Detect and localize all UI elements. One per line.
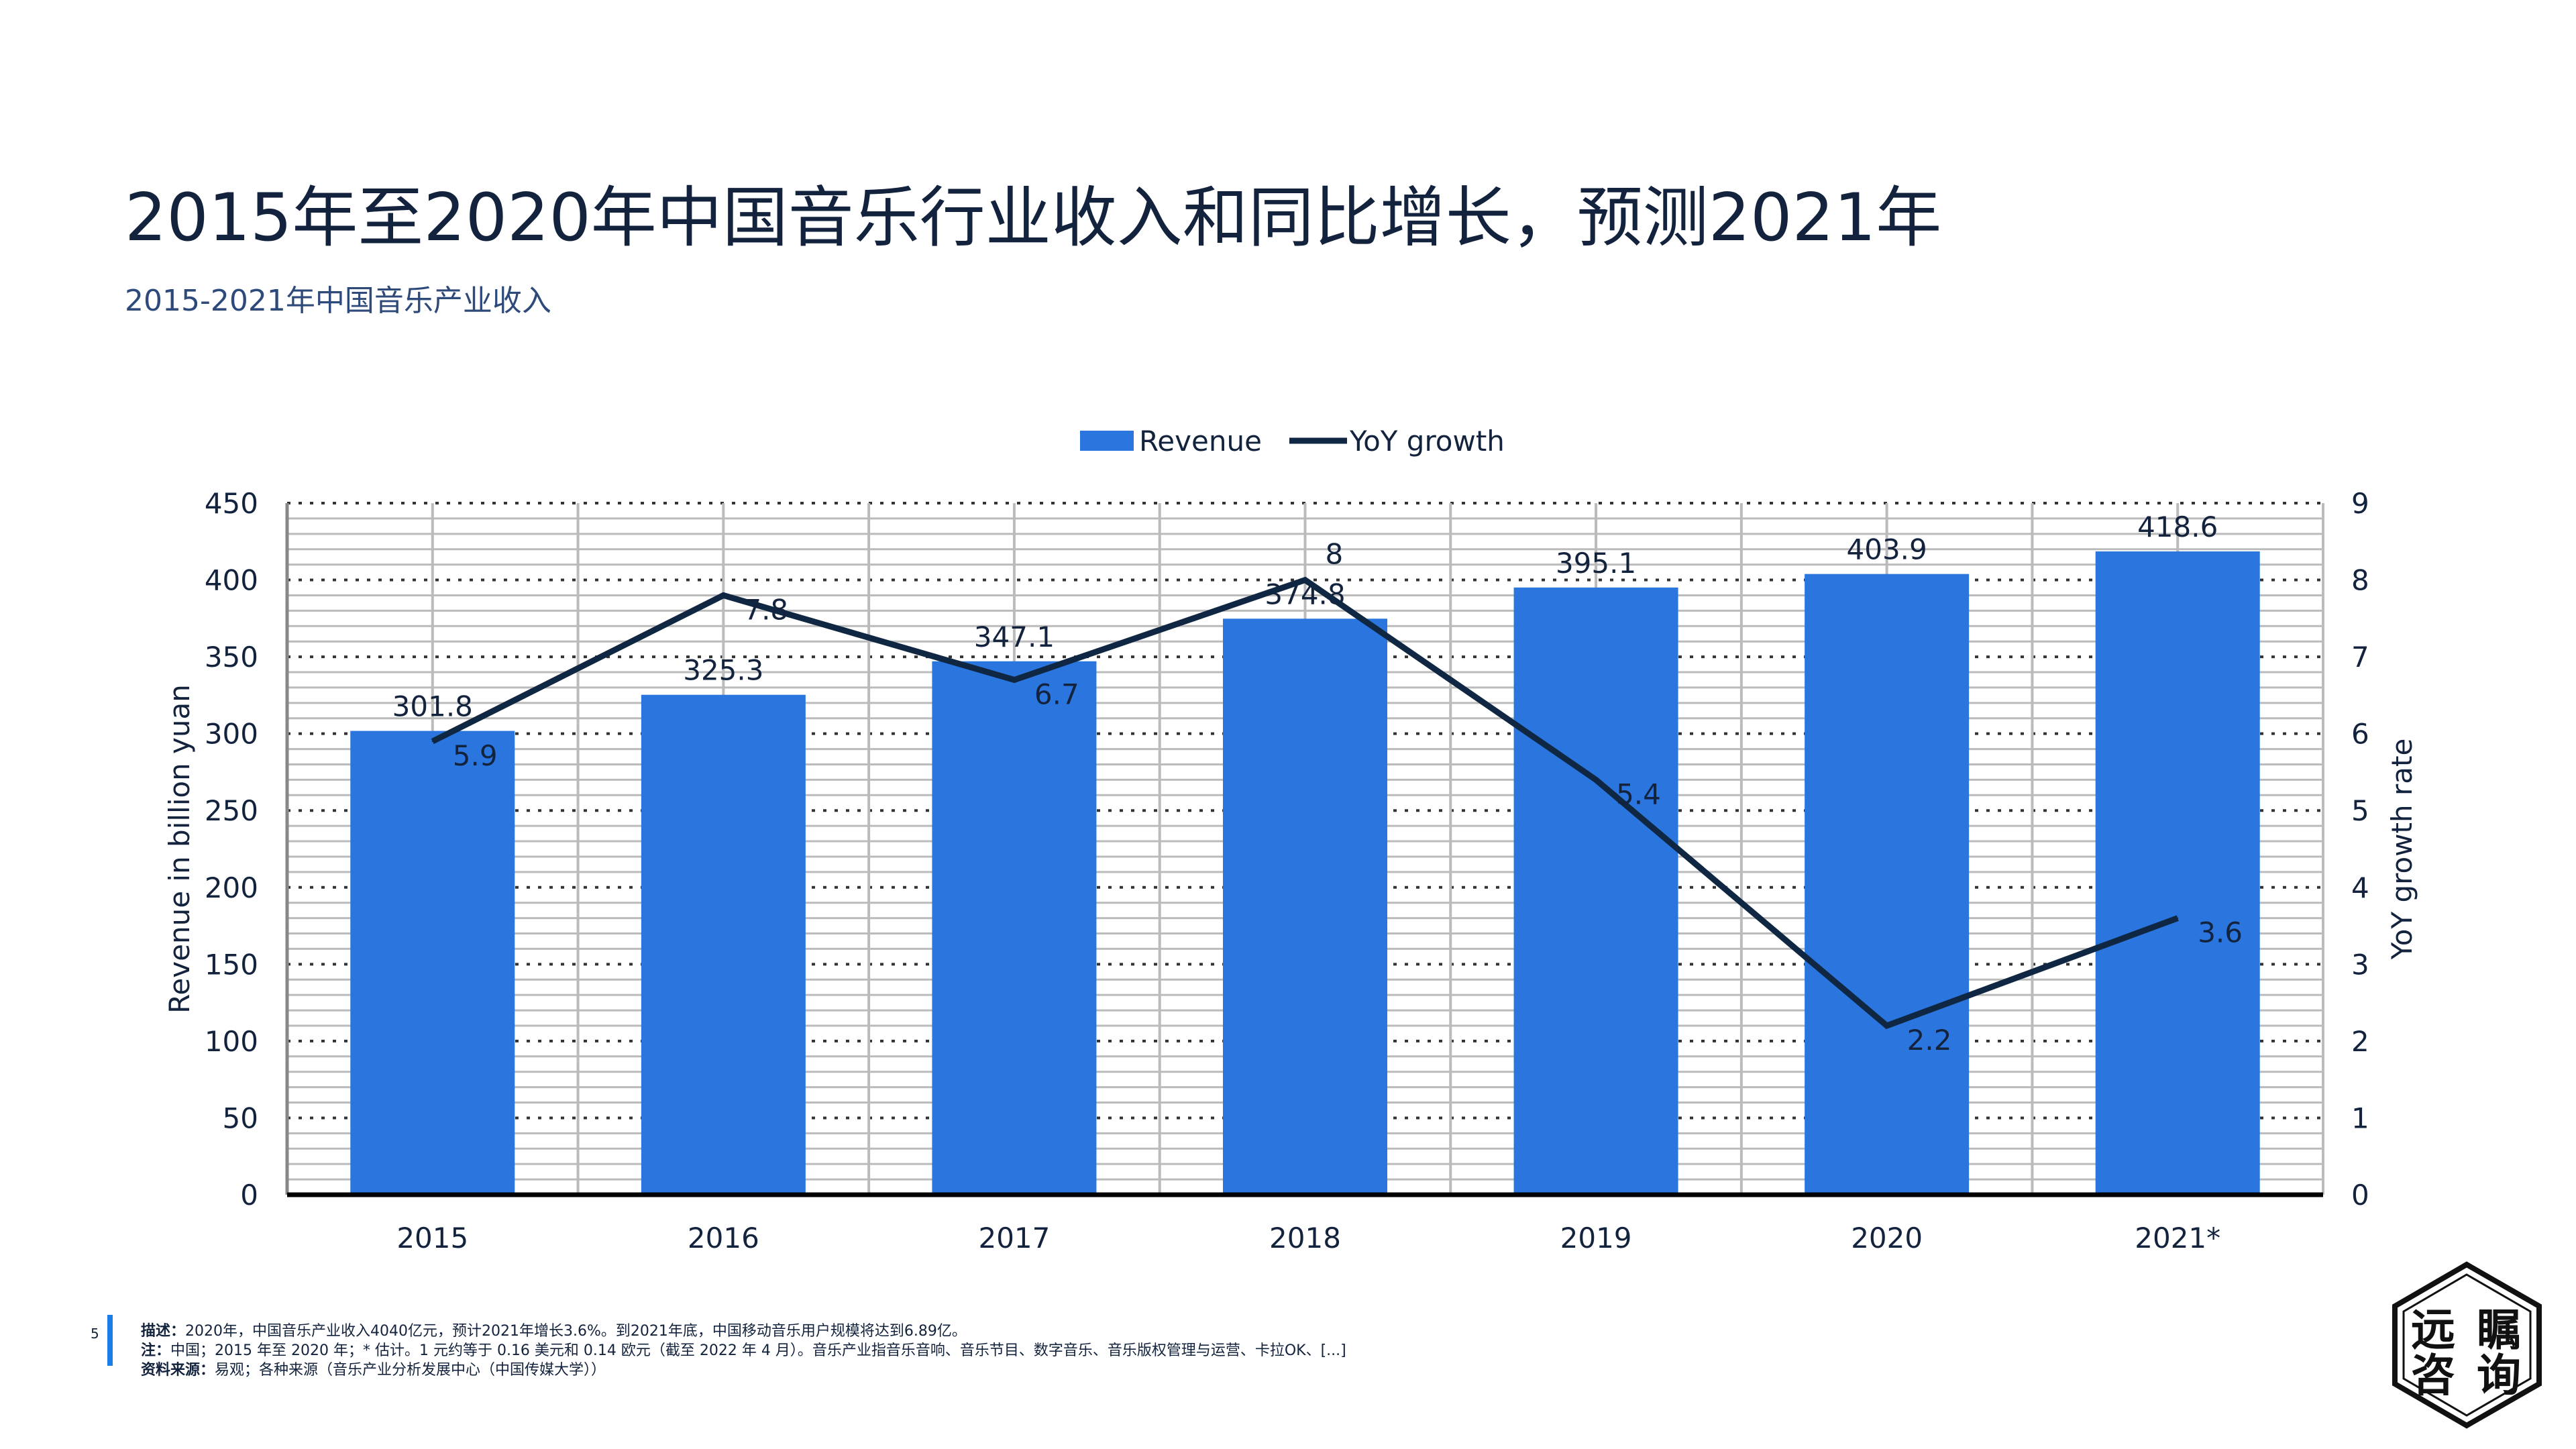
bar-revenue bbox=[2095, 551, 2260, 1195]
description-label: 描述： bbox=[141, 1323, 186, 1340]
x-tick-label: 2021* bbox=[2135, 1222, 2220, 1254]
legend-label-yoy: YoY growth bbox=[1349, 425, 1505, 458]
y-tick-label: 450 bbox=[205, 487, 258, 520]
y2-tick-label: 2 bbox=[2351, 1025, 2369, 1058]
footer-note: 注：中国；2015 年至 2020 年；* 估计。1 元约等于 0.16 美元和… bbox=[141, 1341, 1346, 1360]
footer-description: 描述：2020年，中国音乐产业收入4040亿元，预计2021年增长3.6%。到2… bbox=[141, 1322, 1346, 1341]
line-data-label: 7.8 bbox=[743, 593, 788, 626]
note-label: 注： bbox=[141, 1342, 171, 1359]
svg-text:询: 询 bbox=[2477, 1350, 2521, 1401]
line-point bbox=[1013, 679, 1015, 681]
line-point bbox=[2177, 917, 2179, 919]
y2-axis-title: YoY growth rate bbox=[2385, 739, 2418, 961]
bar-data-label: 418.6 bbox=[2137, 511, 2218, 543]
x-tick-label: 2017 bbox=[978, 1222, 1050, 1254]
chart-subtitle: 2015-2021年中国音乐产业收入 bbox=[125, 284, 551, 318]
bar-revenue bbox=[932, 661, 1097, 1195]
svg-text:咨: 咨 bbox=[2411, 1350, 2455, 1401]
source-label: 资料来源： bbox=[141, 1362, 215, 1379]
y-tick-label: 100 bbox=[205, 1025, 258, 1058]
x-tick-label: 2019 bbox=[1560, 1222, 1632, 1254]
y-axis-title: Revenue in billion yuan bbox=[163, 684, 196, 1014]
bar-data-label: 403.9 bbox=[1847, 533, 1927, 566]
bar-revenue bbox=[1513, 587, 1678, 1195]
y2-tick-label: 9 bbox=[2351, 487, 2369, 520]
line-data-label: 3.6 bbox=[2198, 916, 2243, 949]
x-tick-label: 2015 bbox=[396, 1222, 468, 1254]
legend-label-revenue: Revenue bbox=[1139, 425, 1262, 458]
bar-data-label: 395.1 bbox=[1556, 547, 1636, 580]
company-logo: 远 瞩 咨 询 bbox=[2392, 1261, 2542, 1429]
line-data-label: 2.2 bbox=[1907, 1024, 1952, 1057]
source-text: 易观；各种来源（音乐产业分析发展中心（中国传媒大学）） bbox=[215, 1362, 606, 1379]
line-point bbox=[1595, 779, 1597, 781]
y-tick-label: 350 bbox=[205, 641, 258, 674]
y2-tick-label: 3 bbox=[2351, 948, 2369, 981]
footer-accent-bar bbox=[107, 1315, 113, 1366]
description-text: 2020年，中国音乐产业收入4040亿元，预计2021年增长3.6%。到2021… bbox=[185, 1323, 967, 1340]
line-data-label: 5.9 bbox=[453, 739, 498, 772]
footer-notes: 描述：2020年，中国音乐产业收入4040亿元，预计2021年增长3.6%。到2… bbox=[141, 1322, 1346, 1380]
x-tick-label: 2016 bbox=[688, 1222, 759, 1254]
line-point bbox=[1886, 1024, 1888, 1026]
y2-tick-label: 5 bbox=[2351, 794, 2369, 827]
bar-data-label: 301.8 bbox=[392, 690, 473, 723]
bar-revenue bbox=[1223, 619, 1387, 1195]
y-tick-label: 250 bbox=[205, 794, 258, 827]
bar-revenue bbox=[1805, 574, 1970, 1195]
x-tick-label: 2020 bbox=[1851, 1222, 1923, 1254]
line-point bbox=[722, 594, 724, 596]
y2-tick-label: 4 bbox=[2351, 871, 2369, 904]
y-tick-label: 0 bbox=[240, 1179, 258, 1212]
y-tick-label: 300 bbox=[205, 718, 258, 751]
footer-source: 资料来源：易观；各种来源（音乐产业分析发展中心（中国传媒大学）） bbox=[141, 1360, 1346, 1380]
page-title: 2015年至2020年中国音乐行业收入和同比增长，预测2021年 bbox=[125, 180, 1942, 256]
y2-tick-label: 6 bbox=[2351, 718, 2369, 751]
y2-tick-label: 7 bbox=[2351, 641, 2369, 674]
legend-swatch-revenue bbox=[1080, 431, 1134, 451]
y2-tick-label: 8 bbox=[2351, 564, 2369, 597]
y-tick-label: 50 bbox=[223, 1102, 258, 1134]
bar-data-label: 347.1 bbox=[974, 621, 1055, 653]
svg-text:远: 远 bbox=[2411, 1304, 2455, 1356]
y2-tick-label: 0 bbox=[2351, 1179, 2369, 1212]
y-tick-label: 150 bbox=[205, 948, 258, 981]
line-point bbox=[1304, 579, 1306, 581]
line-data-label: 6.7 bbox=[1034, 678, 1079, 710]
bar-data-label: 325.3 bbox=[683, 654, 763, 687]
line-data-label: 5.4 bbox=[1616, 777, 1661, 810]
x-tick-label: 2018 bbox=[1269, 1222, 1341, 1254]
line-data-label: 8 bbox=[1326, 538, 1344, 571]
y2-tick-label: 1 bbox=[2351, 1102, 2369, 1134]
y-tick-label: 400 bbox=[205, 564, 258, 597]
y-tick-label: 200 bbox=[205, 871, 258, 904]
line-point bbox=[431, 741, 433, 743]
page-number: 5 bbox=[91, 1326, 99, 1342]
note-text: 中国；2015 年至 2020 年；* 估计。1 元约等于 0.16 美元和 0… bbox=[170, 1342, 1346, 1359]
bar-revenue bbox=[641, 694, 806, 1195]
bar-revenue bbox=[350, 731, 515, 1195]
svg-text:瞩: 瞩 bbox=[2477, 1304, 2521, 1356]
